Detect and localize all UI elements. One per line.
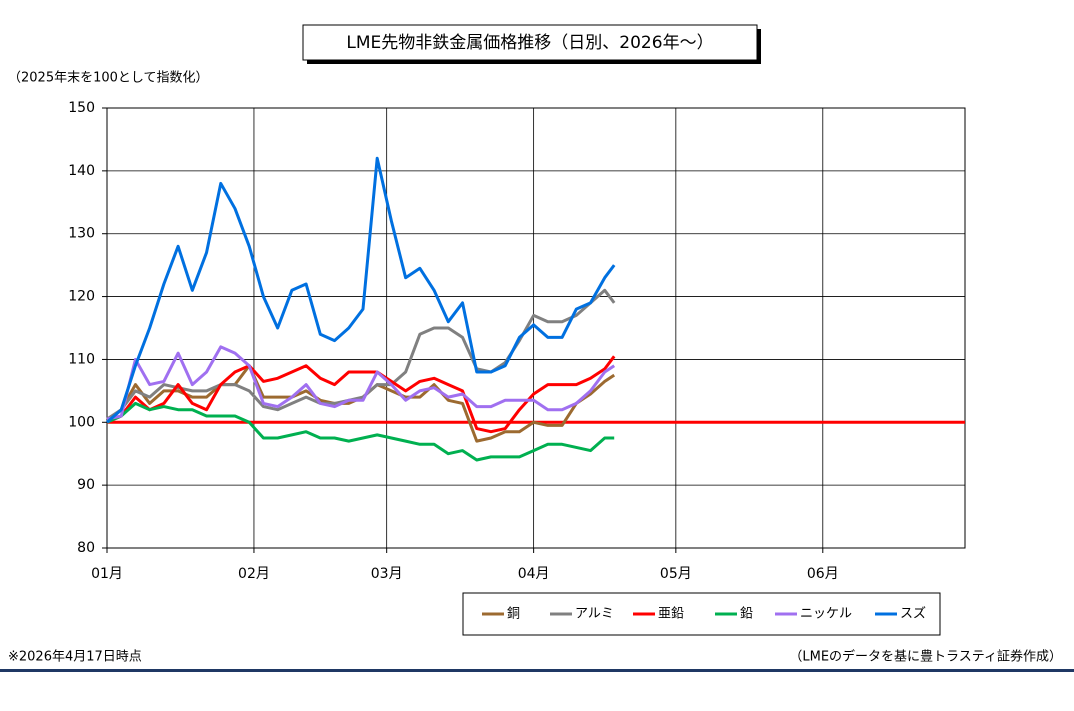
legend-label: スズ <box>900 606 926 622</box>
y-tick-label: 140 <box>68 163 95 179</box>
series-line <box>106 355 616 434</box>
y-axis-label: （2025年末を100として指数化） <box>8 71 209 86</box>
x-tick-label: 05月 <box>660 566 692 582</box>
legend-label: アルミ <box>575 607 614 622</box>
y-tick-label: 100 <box>68 414 95 430</box>
y-tick-label: 150 <box>68 100 95 116</box>
series-line <box>106 156 616 424</box>
legend-box <box>462 592 941 636</box>
source: （LMEのデータを基に豊トラスティ証券作成） <box>789 649 1062 665</box>
chart-title: LME先物非鉄金属価格推移（日別、2026年～） <box>346 33 713 53</box>
legend-label: 鉛 <box>740 607 753 622</box>
y-tick-label: 110 <box>68 351 95 367</box>
legend-label: ニッケル <box>800 607 852 622</box>
y-tick-label: 90 <box>77 477 95 493</box>
x-tick-label: 06月 <box>807 566 839 582</box>
x-tick-label: 03月 <box>371 566 403 582</box>
series-line <box>106 401 615 462</box>
y-tick-label: 120 <box>68 289 95 305</box>
legend-label: 銅 <box>507 607 520 622</box>
series-line <box>106 345 616 421</box>
title-box <box>302 24 758 61</box>
x-tick-label: 04月 <box>518 566 550 582</box>
note: ※2026年4月17日時点 <box>8 650 142 665</box>
y-tick-label: 130 <box>68 226 95 242</box>
y-tick-label: 80 <box>77 540 95 556</box>
footer-rule <box>0 669 1074 672</box>
x-tick-label: 01月 <box>91 566 123 582</box>
legend-label: 亜鉛 <box>658 607 684 622</box>
x-tick-label: 02月 <box>238 566 270 582</box>
